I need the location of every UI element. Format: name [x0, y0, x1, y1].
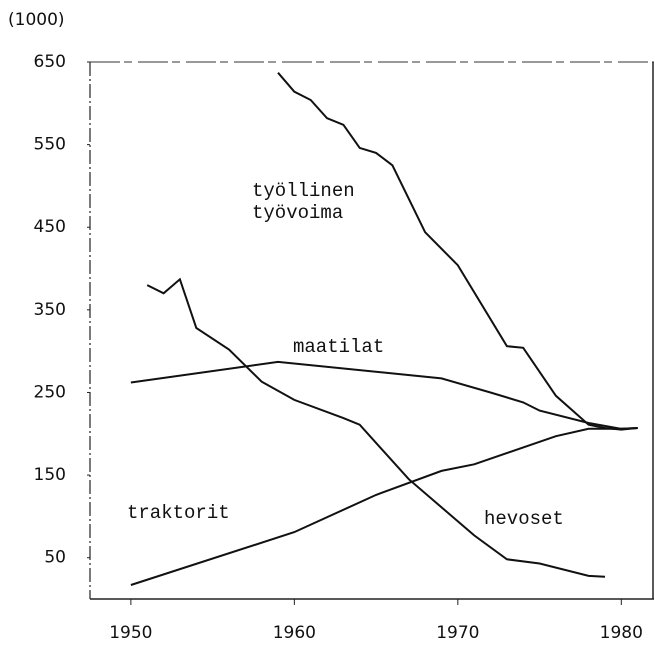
y-tick-label: 50	[44, 548, 66, 568]
x-tick-label: 1970	[436, 623, 479, 643]
y-tick-label: 350	[34, 300, 66, 320]
x-tick-label: 1950	[109, 623, 152, 643]
y-tick-label: 450	[34, 217, 66, 237]
series-line	[146, 277, 606, 578]
series-label: hevoset	[484, 508, 564, 530]
series-line	[130, 427, 638, 586]
y-tick-label: 150	[34, 465, 66, 485]
x-tick-label: 1980	[600, 623, 643, 643]
series-label: maatilat	[293, 336, 385, 358]
y-tick-label: 550	[34, 135, 66, 155]
series-line	[277, 72, 638, 431]
series-label: työllinen työvoima	[252, 180, 355, 224]
series-label: traktorit	[127, 502, 230, 524]
x-tick-label: 1960	[273, 623, 316, 643]
y-axis-label: (1000)	[8, 10, 65, 30]
y-tick-label: 650	[34, 52, 66, 72]
y-tick-label: 250	[34, 382, 66, 402]
series-line	[130, 360, 638, 430]
